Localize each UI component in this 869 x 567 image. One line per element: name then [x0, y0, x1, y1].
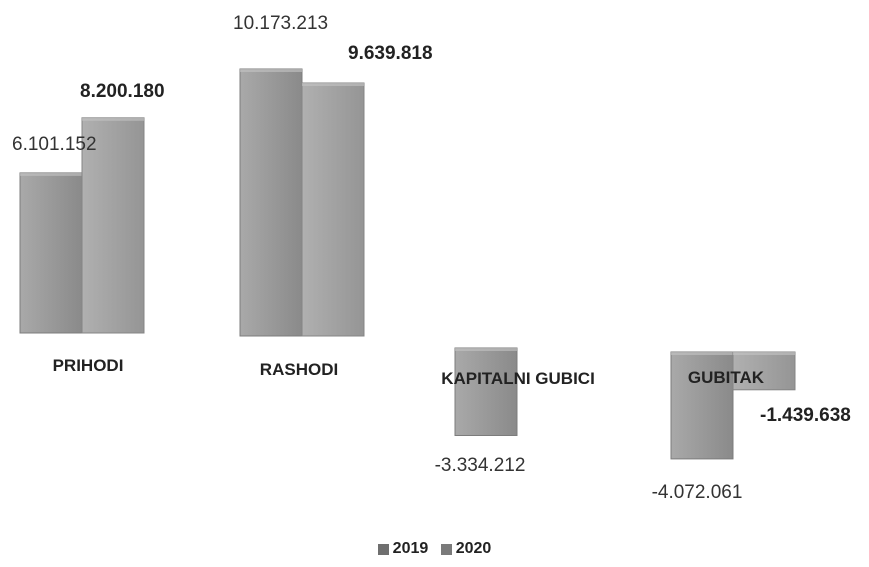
bar-prihodi-2020 [81, 117, 145, 334]
category-label-gubitak: GUBITAK [688, 368, 765, 387]
legend-item-2019: 2019 [377, 540, 429, 558]
bar-edge-gubitak-2019 [671, 352, 733, 355]
bar-kapitalni-gubici-2019 [454, 347, 518, 436]
data-label-prihodi-2020: 8.200.180 [80, 81, 165, 102]
data-label-kapitalni-gubici-2019: -3.334.212 [435, 455, 526, 476]
bar-gubitak-2019 [670, 351, 734, 460]
bar-rashodi-2020 [301, 82, 365, 337]
value-labels: 6.101.152 8.200.180 10.173.213 9.639.818 -3.… [12, 13, 851, 503]
bars-layer [19, 68, 796, 460]
category-label-rashodi: RASHODI [260, 360, 338, 379]
bar-edge-prihodi-2020 [82, 117, 144, 121]
data-label-prihodi-2019: 6.101.152 [12, 134, 97, 155]
legend: 2019 2020 [0, 540, 869, 560]
bar-rashodi-2019 [239, 68, 303, 337]
category-label-prihodi: PRIHODI [53, 356, 124, 375]
category-label-kapitalni-gubici: KAPITALNI GUBICI [441, 369, 595, 388]
data-label-gubitak-2020: -1.439.638 [760, 405, 851, 426]
legend-label-2020: 2020 [455, 540, 492, 557]
legend-swatch-2019 [377, 543, 389, 555]
bar-edge-rashodi-2020 [302, 83, 364, 86]
legend-label-2019: 2019 [392, 540, 429, 557]
legend-item-2020: 2020 [440, 540, 492, 558]
category-labels: PRIHODI RASHODI KAPITALNI GUBICI GUBITAK [53, 356, 765, 388]
data-label-gubitak-2019: -4.072.061 [652, 482, 743, 503]
data-label-rashodi-2020: 9.639.818 [348, 43, 433, 64]
legend-swatch-2020 [440, 543, 452, 555]
data-label-rashodi-2019: 10.173.213 [233, 13, 328, 34]
bar-edge-gubitak-2020 [733, 352, 795, 355]
bar-edge-rashodi-2019 [240, 69, 302, 72]
bar-edge-prihodi-2019 [20, 172, 82, 176]
bar-edge-kapitalni-gubici-2019 [455, 348, 517, 351]
bar-prihodi-2019 [19, 172, 83, 334]
